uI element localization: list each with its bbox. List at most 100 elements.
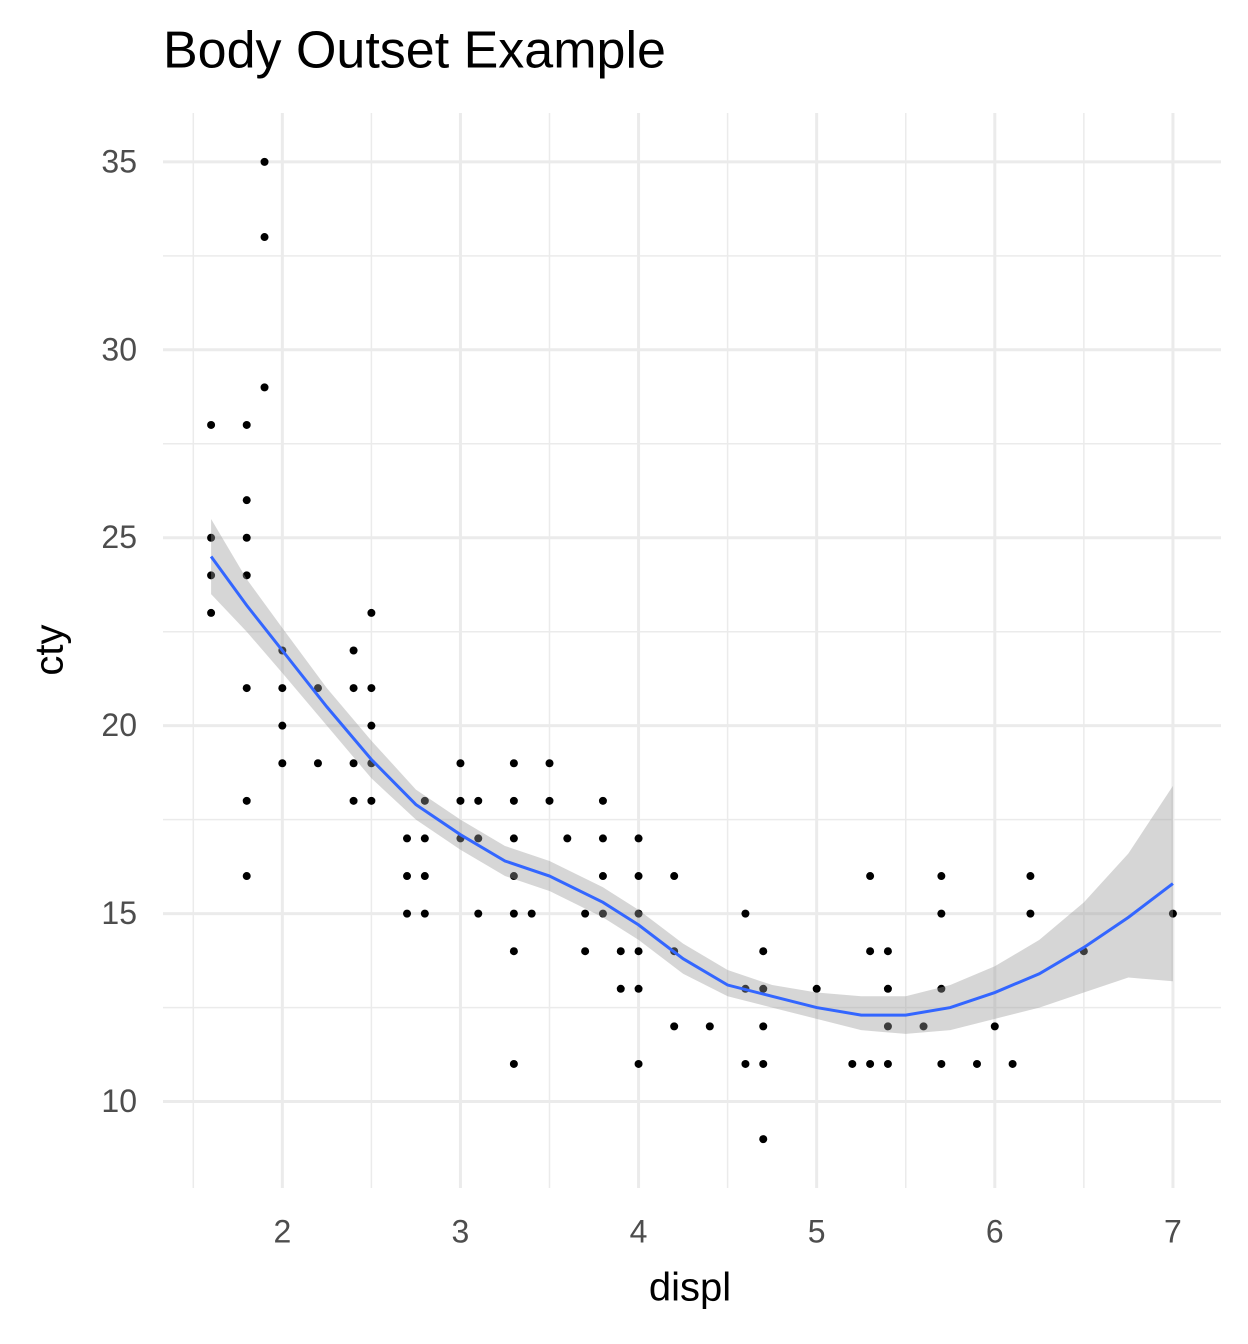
point (581, 909, 590, 918)
point (759, 1135, 768, 1144)
point (1026, 872, 1035, 881)
point (937, 872, 946, 881)
point (598, 872, 607, 881)
point (349, 646, 358, 655)
point (278, 721, 287, 730)
smooth-line (209, 555, 1174, 1017)
y-tick-label: 35 (101, 143, 137, 179)
point (883, 1022, 892, 1031)
y-tick-label: 20 (101, 707, 137, 743)
point (367, 608, 376, 617)
point (616, 947, 625, 956)
point (990, 1022, 999, 1031)
point (866, 947, 875, 956)
point (1168, 909, 1177, 918)
point (367, 796, 376, 805)
point (634, 909, 643, 918)
point (367, 684, 376, 693)
point (474, 796, 483, 805)
point (456, 759, 465, 768)
point (278, 759, 287, 768)
point (527, 909, 536, 918)
point (207, 608, 216, 617)
point (866, 1059, 875, 1068)
point (456, 796, 465, 805)
point (937, 984, 946, 993)
point (883, 984, 892, 993)
point (634, 872, 643, 881)
y-tick-label: 25 (101, 519, 137, 555)
point (260, 233, 269, 242)
point (848, 1059, 857, 1068)
point (812, 984, 821, 993)
chart-title: Body Outset Example (163, 22, 666, 80)
point (509, 947, 518, 956)
point (509, 796, 518, 805)
point (741, 909, 750, 918)
x-tick-label: 7 (1164, 1213, 1182, 1249)
point (278, 684, 287, 693)
point (759, 947, 768, 956)
point (759, 1059, 768, 1068)
point (207, 420, 216, 429)
point (420, 872, 429, 881)
point (563, 834, 572, 843)
point (759, 1022, 768, 1031)
point (509, 872, 518, 881)
point (403, 909, 412, 918)
point (403, 872, 412, 881)
point (598, 834, 607, 843)
point (545, 796, 554, 805)
point (634, 947, 643, 956)
point (509, 909, 518, 918)
point (207, 533, 216, 542)
point (242, 684, 251, 693)
point (242, 420, 251, 429)
x-tick-label: 2 (273, 1213, 291, 1249)
point (670, 872, 679, 881)
point (260, 383, 269, 392)
point (474, 834, 483, 843)
x-tick-label: 5 (808, 1213, 826, 1249)
point (349, 759, 358, 768)
point (581, 947, 590, 956)
x-tick-label: 4 (630, 1213, 648, 1249)
point (919, 1022, 928, 1031)
point (759, 984, 768, 993)
point (420, 796, 429, 805)
point (741, 1059, 750, 1068)
point (313, 759, 322, 768)
y-tick-label: 10 (101, 1083, 137, 1119)
x-tick-label: 6 (986, 1213, 1004, 1249)
point (509, 834, 518, 843)
point (313, 684, 322, 693)
point (242, 872, 251, 881)
point (349, 796, 358, 805)
y-tick-label: 30 (101, 331, 137, 367)
point (420, 909, 429, 918)
point (705, 1022, 714, 1031)
point (1008, 1059, 1017, 1068)
y-axis-title: cty (28, 624, 72, 675)
point (242, 496, 251, 505)
point (883, 1059, 892, 1068)
point (509, 759, 518, 768)
point (670, 1022, 679, 1031)
point (937, 909, 946, 918)
point (937, 1059, 946, 1068)
point (883, 947, 892, 956)
point (367, 721, 376, 730)
point (634, 834, 643, 843)
point (509, 1059, 518, 1068)
point (242, 533, 251, 542)
x-tick-label: 3 (452, 1213, 470, 1249)
point (242, 571, 251, 580)
point (972, 1059, 981, 1068)
point (1026, 909, 1035, 918)
point (634, 1059, 643, 1068)
point (634, 984, 643, 993)
point (616, 984, 625, 993)
point (598, 909, 607, 918)
point (866, 872, 875, 881)
